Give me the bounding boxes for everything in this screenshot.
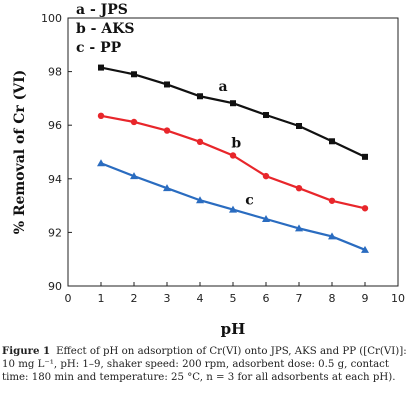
data-point (262, 172, 270, 180)
x-tick-label: 10 (391, 292, 405, 305)
series-c: c (97, 159, 369, 253)
y-tick-label: 100 (41, 12, 62, 25)
data-point (362, 153, 368, 160)
data-point (263, 112, 269, 119)
x-tick-label: 4 (197, 292, 204, 305)
series-b-line (100, 114, 366, 210)
data-point (361, 245, 369, 253)
x-axis-title: pH (221, 320, 246, 338)
legend-entry: a - JPS (76, 2, 128, 18)
y-tick-label: 96 (48, 119, 62, 132)
y-tick-label: 98 (48, 66, 62, 79)
data-point (97, 159, 105, 167)
y-axis-title: % Removal of Cr (VI) (12, 70, 28, 235)
data-point (328, 197, 336, 204)
data-point (164, 81, 170, 88)
y-tick-label: 94 (48, 173, 62, 186)
x-tick-label: 9 (362, 292, 369, 305)
data-point (196, 138, 204, 146)
series-a: a (98, 64, 368, 160)
x-tick-label: 5 (230, 292, 237, 305)
x-tick-label: 2 (131, 292, 138, 305)
x-tick-label: 1 (98, 292, 105, 305)
series-a-label: a (219, 79, 228, 95)
series-b: b (97, 112, 369, 212)
data-point (361, 205, 369, 212)
data-point (196, 196, 204, 204)
figure-label: Figure 1 (2, 345, 51, 357)
data-point (163, 127, 171, 134)
line-chart: 0 1 2 3 4 5 6 7 8 9 10 90 92 94 96 98 100 a b c a - JPS b -… (12, 2, 405, 338)
data-point (295, 184, 303, 192)
data-point (98, 64, 104, 71)
x-tick-label: 0 (65, 292, 72, 305)
chart-series: a b c (97, 64, 369, 253)
x-tick-label: 7 (296, 292, 303, 305)
data-point (130, 118, 138, 126)
data-point (262, 215, 270, 222)
y-tick-label: 92 (48, 226, 62, 239)
series-c-label: c (245, 192, 254, 208)
data-point (131, 71, 137, 78)
series-b-label: b (231, 136, 241, 152)
y-tick-label: 90 (48, 280, 62, 293)
data-point (163, 184, 171, 192)
plot-frame (67, 17, 399, 287)
figure-caption-text: Effect of pH on adsorption of Cr(VI) ont… (2, 346, 407, 384)
chart-axes (67, 17, 399, 287)
data-point (229, 205, 237, 213)
data-point (295, 224, 303, 232)
legend-entry: b - AKS (76, 21, 135, 37)
chart-ticks: 0 1 2 3 4 5 6 7 8 9 10 90 92 94 96 98 100 (41, 12, 405, 305)
data-point (329, 138, 335, 145)
data-point (230, 100, 236, 107)
data-point (97, 112, 105, 120)
data-point (130, 172, 138, 180)
figure-caption: Figure 1 Effect of pH on adsorption of Cr… (2, 345, 414, 385)
legend-entry: c - PP (76, 40, 122, 56)
data-point (328, 232, 336, 240)
x-tick-label: 8 (329, 292, 336, 305)
data-point (296, 123, 302, 130)
chart-legend: a - JPS b - AKS c - PP (76, 2, 135, 56)
data-point (229, 152, 237, 159)
x-tick-label: 6 (263, 292, 270, 305)
data-point (197, 93, 203, 100)
x-tick-label: 3 (164, 292, 171, 305)
